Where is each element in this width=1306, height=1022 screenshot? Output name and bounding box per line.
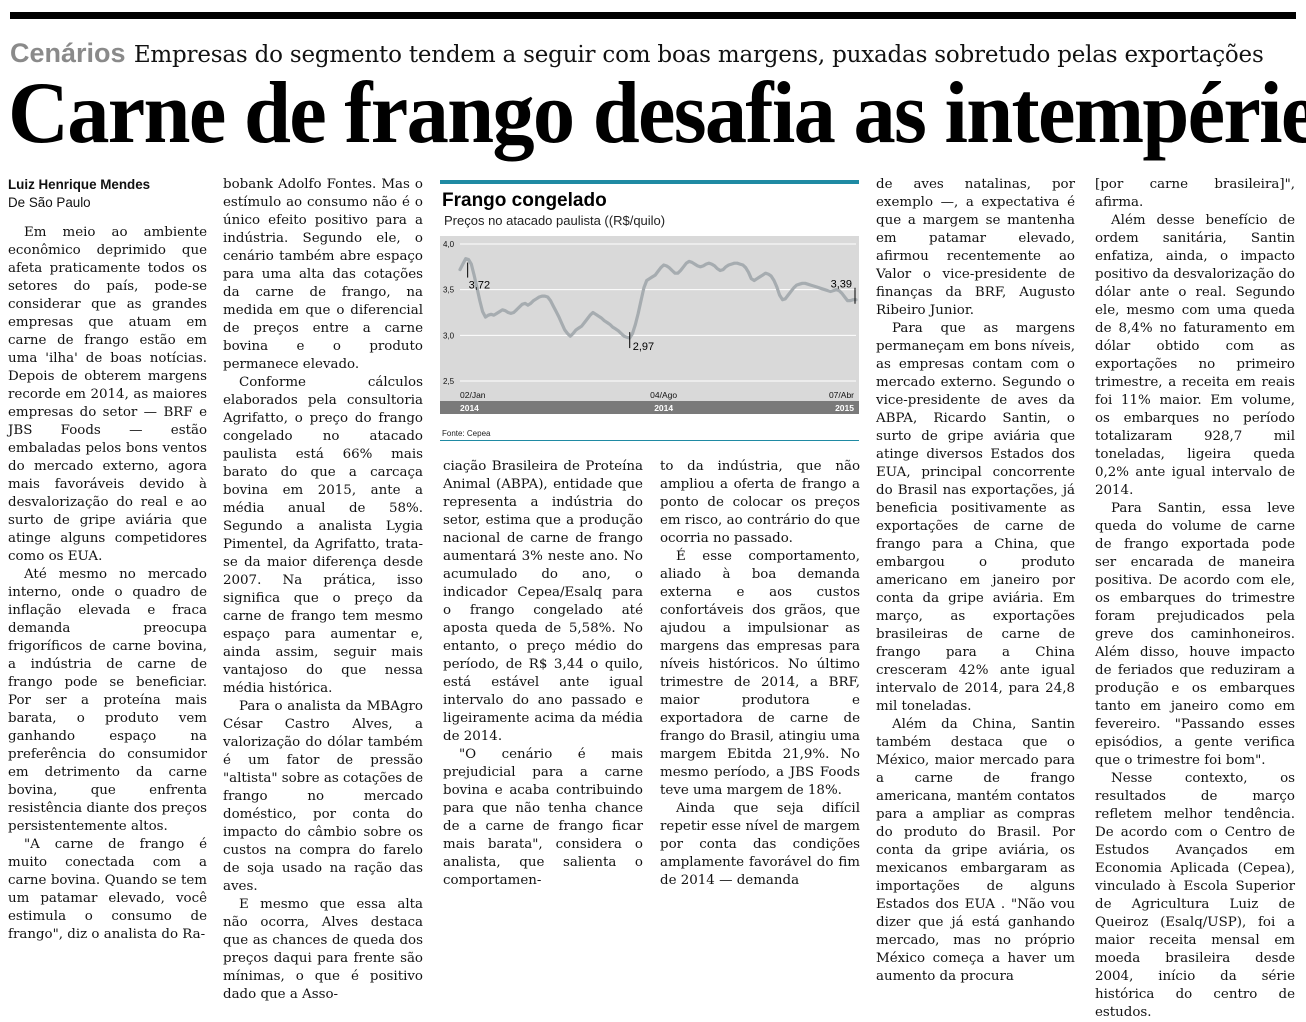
chart-title: Frango congelado (442, 190, 607, 211)
x-tick-year: 2014 (460, 403, 479, 413)
x-tick-year: 2014 (654, 403, 673, 413)
paragraph: Ainda que seja difícil repetir esse níve… (660, 801, 860, 888)
paragraph: "A carne de frango é muito conectada com… (8, 837, 207, 942)
article-column-6: [por carne brasileira]", afirma. Além de… (1095, 176, 1295, 1022)
x-tick-label: 04/Ago (650, 390, 677, 400)
y-tick-label: 3,0 (443, 331, 455, 340)
article-column-2: bobank Adolfo Fontes. Mas o estímulo ao … (223, 176, 423, 1004)
section-tag: Cenários (10, 38, 126, 68)
paragraph: to da indústria, que não ampliou a ofert… (660, 459, 860, 546)
paragraph: de aves natalinas, por exemplo —, a expe… (876, 177, 1075, 318)
x-tick-label: 07/Abr (829, 390, 854, 400)
chart-subtitle: Preços no atacado paulista ((R$/quilo) (444, 213, 666, 228)
paragraph: Para que as margens permaneçam em bons n… (876, 321, 1075, 714)
paragraph: E mesmo que essa alta não ocorra, Alves … (223, 897, 423, 1002)
paragraph: Até mesmo no mercado interno, onde o qua… (8, 567, 207, 834)
paragraph: Além desse benefício de ordem sanitária,… (1095, 213, 1295, 498)
subheadline: Empresas do segmento tendem a seguir com… (133, 42, 1264, 68)
article-column-4: to da indústria, que não ampliou a ofert… (660, 458, 860, 890)
paragraph: Conforme cálculos elaborados pela consul… (223, 375, 423, 696)
x-tick-label: 02/Jan (460, 390, 486, 400)
series-line (458, 257, 858, 340)
x-tick-year: 2015 (835, 403, 854, 413)
data-label: 3,72 (469, 280, 490, 292)
article-column-5: de aves natalinas, por exemplo —, a expe… (876, 176, 1075, 986)
paragraph: Para Santin, essa leve queda do volume d… (1095, 501, 1295, 768)
y-tick-label: 4,0 (443, 240, 455, 249)
chart-top-rule (440, 180, 859, 184)
chart-year-band (440, 401, 859, 414)
paragraph: É esse comportamento, aliado à boa deman… (660, 549, 860, 798)
top-bar (0, 0, 1306, 22)
data-label: 3,39 (831, 279, 852, 291)
chart-source: Fonte: Cepea (442, 429, 491, 438)
chart-bottom-rule (440, 440, 859, 441)
paragraph: Além da China, Santin também destaca que… (876, 717, 1075, 984)
paragraph: Para o analista da MBAgro César Castro A… (223, 699, 423, 894)
article-column-1: Luiz Henrique Mendes De São Paulo Em mei… (8, 176, 207, 944)
top-rule (10, 12, 1296, 19)
paragraph: [por carne brasileira]", afirma. (1095, 177, 1295, 210)
chart-box: Frango congelado Preços no atacado pauli… (440, 180, 859, 442)
byline-name: Luiz Henrique Mendes (8, 177, 151, 192)
chart-plot-background (440, 236, 859, 401)
byline-place: De São Paulo (8, 195, 91, 210)
paragraph: "O cenário é mais prejudicial para a car… (443, 747, 643, 888)
paragraph: Nesse contexto, os resultados de março r… (1095, 771, 1295, 1020)
data-label: 2,97 (633, 341, 654, 353)
headline: Carne de frango desafia as intempéries (8, 65, 1306, 162)
y-tick-label: 2,5 (443, 377, 455, 386)
paragraph: bobank Adolfo Fontes. Mas o estímulo ao … (223, 177, 423, 372)
article-column-3: ciação Brasileira de Proteína Animal (AB… (443, 458, 643, 890)
y-tick-label: 3,5 (443, 286, 455, 295)
price-line-chart: 2,5 3,0 3,5 4,0 02/Jan 2014 04/Ago 2014 07/Abr 20… (440, 236, 859, 414)
kicker-line: Cenários Empresas do segmento tendem a s… (10, 38, 1264, 70)
paragraph: ciação Brasileira de Proteína Animal (AB… (443, 459, 643, 744)
paragraph: Em meio ao ambiente econômico deprimido … (8, 225, 207, 564)
